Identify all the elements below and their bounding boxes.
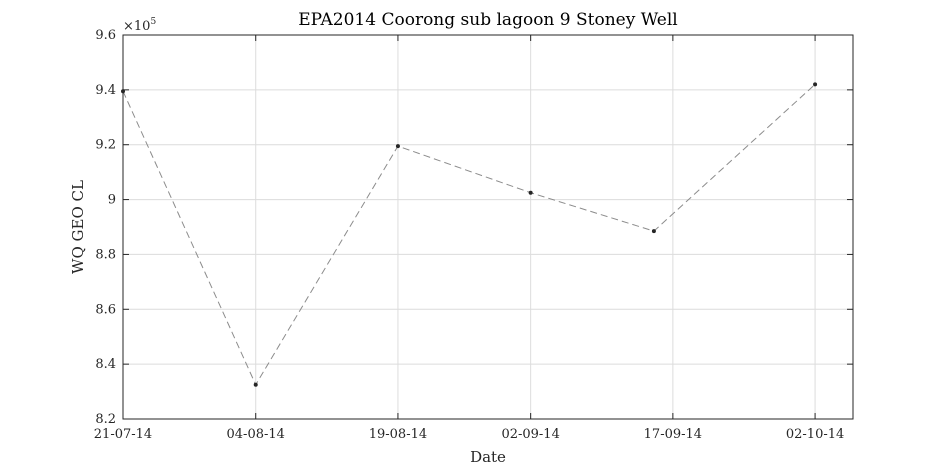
x-tick-label: 04-08-14 [227, 427, 285, 442]
data-point [253, 382, 258, 387]
y-tick-label: 9.4 [95, 83, 116, 98]
x-tick-label: 02-10-14 [786, 427, 844, 442]
y-exponent-label: ×105 [123, 17, 156, 34]
y-tick-label: 9.6 [95, 28, 116, 43]
ticks [122, 34, 853, 420]
x-axis-title: Date [470, 448, 506, 466]
x-tick-label: 17-09-14 [644, 427, 702, 442]
x-tick-label: 21-07-14 [94, 427, 152, 442]
chart-title: EPA2014 Coorong sub lagoon 9 Stoney Well [298, 10, 678, 30]
y-exponent: 5 [150, 17, 156, 27]
y-tick-label: 9 [108, 193, 116, 208]
y-tick-label: 9.2 [95, 138, 116, 153]
x-tick-label: 19-08-14 [369, 427, 427, 442]
series-line [122, 84, 816, 386]
data-point [651, 229, 656, 234]
tick-labels: 21-07-14 04-08-14 19-08-14 02-09-14 17-09-14… [94, 28, 844, 442]
grid [122, 34, 853, 420]
data-point [395, 144, 400, 149]
y-tick-label: 8.8 [95, 247, 116, 262]
data-point [528, 190, 533, 195]
x-tick-label: 02-09-14 [501, 427, 559, 442]
axes-box [122, 34, 854, 420]
y-tick-label: 8.2 [95, 412, 116, 427]
y-axis-title: WQ GEO CL [69, 180, 87, 274]
y-tick-label: 8.4 [95, 357, 116, 372]
data-point [813, 82, 818, 87]
y-tick-label: 8.6 [95, 302, 116, 317]
series [121, 82, 818, 387]
